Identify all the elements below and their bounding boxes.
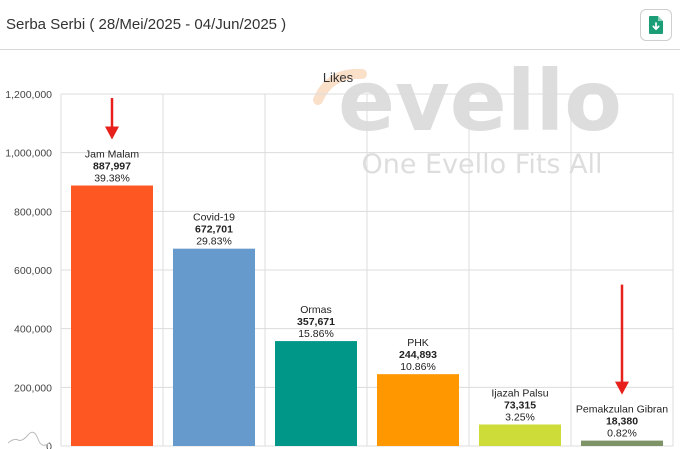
y-tick-label: 1,200,000 bbox=[5, 89, 52, 101]
annotation-arrow-head bbox=[105, 126, 119, 140]
bar-value-label: 357,671 bbox=[297, 316, 335, 328]
bar-category-label: Ijazah Palsu bbox=[491, 387, 548, 399]
bar-value-label: 18,380 bbox=[606, 416, 638, 428]
bar-category-label: Covid-19 bbox=[193, 212, 235, 224]
bar-value-label: 887,997 bbox=[93, 161, 131, 173]
likes-bar-chart: evello One Evello Fits All Likes 0 200,00… bbox=[5, 52, 674, 449]
bar-category-label: Pemakzulan Gibran bbox=[576, 404, 668, 416]
bar-ormas[interactable] bbox=[275, 341, 357, 446]
bar-percent-label: 3.25% bbox=[505, 411, 535, 423]
chart-grid bbox=[60, 93, 674, 447]
annotation-arrow-head bbox=[615, 381, 629, 395]
file-download-icon bbox=[649, 16, 663, 34]
bar-category-label: PHK bbox=[407, 337, 429, 349]
header: Serba Serbi ( 28/Mei/2025 - 04/Jun/2025 … bbox=[0, 0, 680, 50]
y-tick-label: 800,000 bbox=[14, 206, 52, 218]
y-tick-label: 600,000 bbox=[14, 265, 52, 277]
bar-category-label: Jam Malam bbox=[85, 149, 140, 161]
bar-percent-label: 15.86% bbox=[298, 328, 334, 340]
y-tick-label: 0 bbox=[46, 441, 52, 449]
bar-category-label: Ormas bbox=[300, 304, 332, 316]
chart-title: Likes bbox=[323, 70, 354, 85]
annotations bbox=[105, 98, 629, 395]
watermark-swoosh bbox=[313, 68, 367, 105]
bar-percent-label: 29.83% bbox=[196, 236, 232, 248]
mini-sparkline-icon bbox=[7, 431, 51, 446]
bar-percent-label: 10.86% bbox=[400, 361, 436, 373]
y-axis: 0 200,000 400,000 600,000 800,000 1,000,000 1,… bbox=[5, 89, 52, 449]
bar-covid-19[interactable] bbox=[173, 248, 255, 446]
bar-ijazah-palsu[interactable] bbox=[479, 424, 561, 446]
y-tick-label: 400,000 bbox=[14, 324, 52, 336]
watermark-brand: evello bbox=[338, 52, 622, 150]
bar-value-label: 73,315 bbox=[504, 399, 536, 411]
download-button[interactable] bbox=[640, 9, 672, 41]
bar-phk[interactable] bbox=[377, 374, 459, 446]
bar-value-label: 244,893 bbox=[399, 349, 437, 361]
bar-pemakzulan-gibran[interactable] bbox=[581, 440, 663, 446]
watermark: evello One Evello Fits All bbox=[313, 52, 622, 180]
page-title: Serba Serbi ( 28/Mei/2025 - 04/Jun/2025 … bbox=[6, 16, 287, 33]
bars bbox=[71, 185, 663, 446]
y-tick-label: 200,000 bbox=[14, 382, 52, 394]
y-tick-label: 1,000,000 bbox=[5, 148, 52, 160]
watermark-tagline: One Evello Fits All bbox=[361, 149, 602, 180]
bar-jam-malam[interactable] bbox=[71, 185, 153, 446]
bar-percent-label: 39.38% bbox=[94, 173, 130, 185]
bar-percent-label: 0.82% bbox=[607, 428, 637, 440]
bar-value-label: 672,701 bbox=[195, 224, 233, 236]
